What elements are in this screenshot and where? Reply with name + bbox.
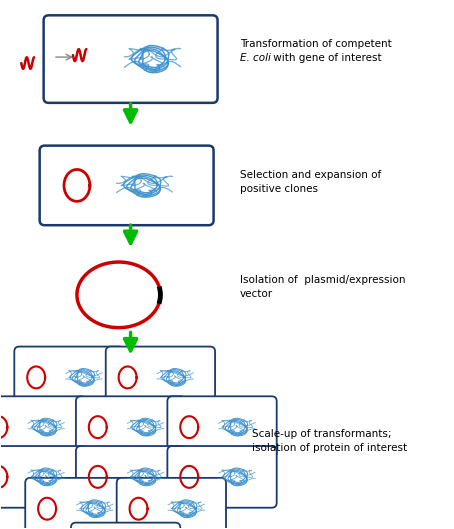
FancyBboxPatch shape <box>39 145 213 225</box>
FancyBboxPatch shape <box>71 523 180 529</box>
FancyBboxPatch shape <box>76 396 185 458</box>
Text: Scale-up of transformants;: Scale-up of transformants; <box>252 429 391 439</box>
Text: vector: vector <box>240 289 273 299</box>
Text: E. coli: E. coli <box>240 53 271 63</box>
FancyBboxPatch shape <box>25 478 134 529</box>
Text: isolation of protein of interest: isolation of protein of interest <box>252 443 407 453</box>
FancyBboxPatch shape <box>168 446 276 508</box>
Text: positive clones: positive clones <box>240 185 318 195</box>
FancyBboxPatch shape <box>168 396 276 458</box>
FancyBboxPatch shape <box>106 346 215 408</box>
FancyBboxPatch shape <box>117 478 226 529</box>
Text: with gene of interest: with gene of interest <box>270 53 381 63</box>
Text: Selection and expansion of: Selection and expansion of <box>240 170 381 180</box>
FancyBboxPatch shape <box>44 15 217 103</box>
Text: Isolation of  plasmid/expression: Isolation of plasmid/expression <box>240 275 405 285</box>
FancyBboxPatch shape <box>76 446 185 508</box>
FancyBboxPatch shape <box>0 446 86 508</box>
FancyBboxPatch shape <box>0 396 86 458</box>
FancyBboxPatch shape <box>15 346 123 408</box>
Text: Transformation of competent: Transformation of competent <box>240 39 392 49</box>
